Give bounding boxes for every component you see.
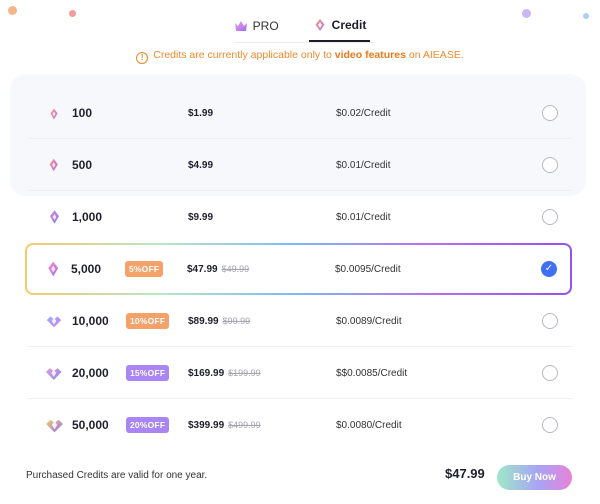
plans-panel-bg — [10, 74, 586, 196]
credit-gem-icon — [44, 363, 64, 383]
discount-badge: 20%OFF — [126, 417, 170, 433]
per-credit-price: $$0.0085/Credit — [336, 367, 408, 379]
credit-gem-icon — [313, 18, 327, 32]
plan-price: $47.99 $49.99 — [187, 264, 249, 275]
credit-gem-icon — [45, 312, 63, 330]
plan-radio[interactable] — [542, 417, 558, 433]
discount-badge: 10%OFF — [126, 313, 170, 329]
plan-price-value: $399.99 — [188, 419, 225, 431]
per-credit-price: $0.01/Credit — [336, 211, 391, 223]
plan-radio[interactable] — [542, 365, 558, 381]
plan-price: $4.99 — [188, 160, 213, 171]
tabs-divider — [234, 42, 374, 43]
plan-amount: 1,000 — [72, 210, 103, 224]
decor-dot — [69, 10, 76, 17]
total-price: $47.99 — [445, 466, 485, 481]
credit-notice: ! Credits are currently applicable only t… — [0, 49, 600, 64]
plan-price: $169.99 $199.99 — [188, 368, 261, 379]
plan-price-value: $9.99 — [188, 211, 214, 223]
credit-gem-icon — [47, 210, 62, 225]
tab-credit-label: Credit — [331, 18, 367, 32]
plan-amount: 5,000 — [71, 262, 102, 276]
plan-radio[interactable] — [542, 157, 558, 173]
plan-row[interactable]: 10,000 10%OFF $89.99 $99.99 $0.0089/Credit — [28, 296, 572, 347]
plan-radio-checked[interactable]: ✓ — [541, 261, 557, 277]
tab-pro[interactable]: PRO — [230, 14, 283, 42]
plan-amount: 100 — [72, 106, 93, 120]
decor-dot — [8, 6, 17, 15]
per-credit-price: $0.01/Credit — [336, 159, 391, 171]
tab-credit[interactable]: Credit — [308, 14, 371, 42]
tab-pro-label: PRO — [252, 19, 279, 33]
plan-row[interactable]: 5,000 5%OFF $47.99 $49.99 $0.0095/Credit ✓ — [25, 243, 572, 295]
notice-prefix: Credits are currently applicable only to — [153, 49, 335, 61]
plan-row[interactable]: 1,000 $9.99 $0.01/Credit — [28, 192, 572, 242]
plan-tabs: PRO Credit — [0, 14, 600, 42]
plan-price-value: $169.99 — [188, 367, 225, 379]
plan-amount: 500 — [72, 158, 93, 172]
plan-amount: 50,000 — [72, 418, 109, 432]
discount-badge: 15%OFF — [126, 365, 170, 381]
plan-row[interactable]: 500 $4.99 $0.01/Credit — [28, 140, 572, 191]
plan-row[interactable]: 100 $1.99 $0.02/Credit — [28, 88, 572, 139]
per-credit-price: $0.0095/Credit — [335, 263, 401, 275]
plan-price: $399.99 $499.99 — [188, 420, 261, 431]
plan-price: $9.99 — [188, 212, 213, 223]
plan-row[interactable]: 20,000 15%OFF $169.99 $199.99 $$0.0085/Credi… — [28, 348, 572, 399]
plan-original-price: $499.99 — [228, 419, 261, 430]
plan-price-value: $4.99 — [188, 159, 214, 171]
warning-circle-icon: ! — [136, 52, 149, 64]
per-credit-price: $0.0080/Credit — [336, 419, 402, 431]
credit-gem-icon — [44, 415, 65, 436]
plan-price: $1.99 — [188, 108, 213, 119]
plan-original-price: $199.99 — [228, 367, 261, 378]
decor-dot — [522, 9, 531, 18]
credit-gem-icon — [45, 261, 62, 278]
credit-gem-icon — [48, 107, 60, 120]
plan-amount: 10,000 — [72, 314, 109, 328]
buy-now-button[interactable]: Buy Now — [497, 465, 572, 490]
plan-original-price: $49.99 — [221, 263, 250, 274]
credit-gem-icon — [47, 158, 61, 172]
discount-badge: 5%OFF — [125, 261, 164, 277]
plan-price: $89.99 $99.99 — [188, 316, 250, 327]
notice-highlight: video features — [334, 49, 406, 61]
validity-note: Purchased Credits are valid for one year… — [26, 470, 208, 481]
decor-dot — [583, 13, 589, 19]
per-credit-price: $0.0089/Credit — [336, 315, 402, 327]
plan-radio[interactable] — [542, 209, 558, 225]
plan-radio[interactable] — [542, 313, 558, 329]
crown-icon — [234, 19, 248, 33]
plan-price-value: $47.99 — [187, 263, 218, 275]
notice-suffix: on AIEASE. — [405, 49, 464, 61]
plan-original-price: $99.99 — [222, 315, 251, 326]
plan-price-value: $1.99 — [188, 107, 214, 119]
plan-amount: 20,000 — [72, 366, 109, 380]
per-credit-price: $0.02/Credit — [336, 107, 391, 119]
plan-row[interactable]: 50,000 20%OFF $399.99 $499.99 $0.0080/Credit — [28, 400, 572, 450]
plan-price-value: $89.99 — [188, 315, 219, 327]
plan-radio[interactable] — [542, 105, 558, 121]
